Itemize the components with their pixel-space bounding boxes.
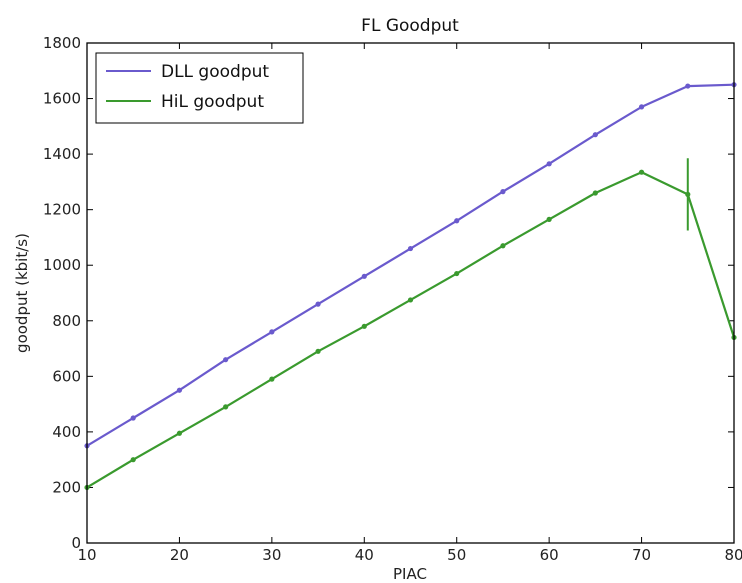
data-point-dll <box>315 301 321 307</box>
data-point-hil <box>130 457 136 463</box>
data-point-dll <box>176 387 183 393</box>
series-line-dll <box>86 83 735 447</box>
legend-label-hil: HiL goodput <box>161 92 264 112</box>
ticks-layer: 0 200 400 600 800 1000 1200 1400 1600 1800 10 20 30 4… <box>43 34 742 564</box>
y-tick-label: 600 <box>52 367 81 385</box>
data-point-dll <box>269 329 275 335</box>
x-tick-label: 50 <box>447 546 466 564</box>
y-tick-label: 1400 <box>43 145 81 163</box>
x-tick-label: 80 <box>724 546 742 564</box>
data-point-hil <box>500 243 506 249</box>
legend: DLL goodput HiL goodput <box>95 52 304 124</box>
data-point-dll <box>685 83 691 89</box>
x-tick-label: 30 <box>262 546 281 564</box>
y-tick-label: 800 <box>52 312 81 330</box>
x-tick-label: 10 <box>77 546 96 564</box>
y-tick-label: 1000 <box>43 256 81 274</box>
data-point-hil <box>269 376 275 382</box>
x-tick-label: 20 <box>170 546 189 564</box>
y-tick-label: 1800 <box>43 34 81 52</box>
data-point-dll <box>130 415 136 421</box>
chart-title: FL Goodput <box>361 16 459 36</box>
y-tick-label: 1600 <box>43 90 81 108</box>
plot-frame <box>86 42 735 544</box>
x-tick-label: 70 <box>632 546 651 564</box>
data-point-dll <box>407 245 414 252</box>
x-tick-label: 60 <box>540 546 559 564</box>
data-point-hil <box>638 169 645 175</box>
data-point-dll <box>223 357 229 363</box>
legend-box <box>95 52 304 124</box>
data-point-hil <box>223 404 229 410</box>
data-point-hil <box>315 348 321 354</box>
data-point-hil <box>361 323 367 329</box>
legend-label-dll: DLL goodput <box>161 62 269 82</box>
y-tick-label: 1200 <box>43 201 81 219</box>
data-point-dll <box>454 218 460 224</box>
data-point-dll <box>500 189 506 195</box>
data-point-hil <box>592 190 598 196</box>
series-line-hil <box>86 171 736 489</box>
data-point-dll <box>361 273 367 279</box>
data-point-dll <box>592 132 598 138</box>
y-tick-label: 200 <box>52 478 81 496</box>
y-tick-label: 400 <box>52 423 81 441</box>
data-point-hil <box>546 216 552 222</box>
data-point-dll <box>546 161 552 167</box>
y-tick-label: 0 <box>71 534 81 552</box>
y-axis-title: goodput (kbit/s) <box>13 233 31 353</box>
data-point-hil <box>176 430 183 436</box>
data-point-hil <box>454 270 460 277</box>
data-point-hil <box>407 297 414 303</box>
x-tick-label: 40 <box>355 546 374 564</box>
data-point-dll <box>638 104 645 110</box>
series-layer <box>84 82 737 491</box>
x-axis-title: PIAC <box>393 565 427 583</box>
